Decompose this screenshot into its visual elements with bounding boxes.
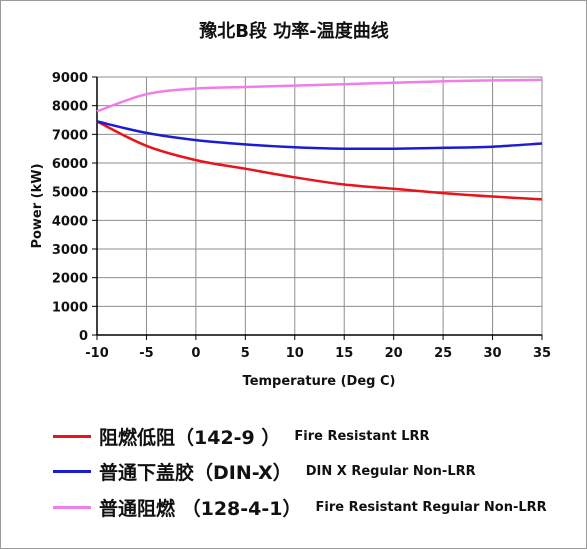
y-tick-label: 3000 bbox=[52, 243, 88, 258]
legend-item-fire-resistant-lrr: 阻燃低阻（142-9 ） Fire Resistant LRR bbox=[53, 421, 430, 451]
x-tick-label: 35 bbox=[533, 346, 551, 361]
y-tick-label: 9000 bbox=[52, 71, 88, 86]
x-tick-label: 20 bbox=[385, 346, 403, 361]
legend-swatch-red bbox=[53, 434, 91, 438]
y-tick-label: 1000 bbox=[52, 300, 88, 315]
y-tick-label: 4000 bbox=[52, 214, 88, 229]
y-axis-label: Power (kW) bbox=[30, 163, 45, 248]
series-line-0 bbox=[96, 120, 543, 201]
axes: 0 1000 2000 3000 4000 5000 6000 7000 8000 9000 -10… bbox=[52, 71, 551, 361]
legend-label-cn: 阻燃低阻（142-9 ） bbox=[99, 426, 281, 449]
legend-swatch-blue bbox=[53, 469, 91, 473]
x-tick-label: -10 bbox=[85, 346, 109, 361]
series-line-1 bbox=[96, 120, 543, 151]
legend-item-fire-resistant-regular: 普通阻燃 （128-4-1） Fire Resistant Regular No… bbox=[53, 492, 547, 522]
x-tick-label: 25 bbox=[434, 346, 452, 361]
chart-title: 豫北B段 功率-温度曲线 bbox=[199, 20, 388, 42]
y-tick-label: 5000 bbox=[52, 186, 88, 201]
grid bbox=[97, 76, 543, 335]
y-tick-label: 7000 bbox=[52, 128, 88, 143]
x-tick-label: 10 bbox=[286, 346, 304, 361]
x-tick-label: 15 bbox=[335, 346, 353, 361]
legend-label-en: DIN X Regular Non-LRR bbox=[305, 463, 476, 479]
y-tick-label: 6000 bbox=[52, 157, 88, 172]
legend-label-cn: 普通阻燃 （128-4-1） bbox=[99, 497, 302, 520]
x-tick-label: 30 bbox=[484, 346, 502, 361]
legend-label-cn: 普通下盖胶（DIN-X） bbox=[99, 461, 292, 484]
y-tick-label: 2000 bbox=[52, 272, 88, 287]
series-lines bbox=[96, 78, 543, 201]
legend-label-en: Fire Resistant LRR bbox=[294, 428, 430, 444]
legend-label-en: Fire Resistant Regular Non-LRR bbox=[315, 499, 547, 515]
legend-swatch-pink bbox=[53, 505, 91, 509]
x-tick-label: -5 bbox=[139, 346, 153, 361]
series-line-2 bbox=[96, 78, 543, 113]
x-tick-label: 0 bbox=[191, 346, 200, 361]
x-axis-label: Temperature (Deg C) bbox=[243, 374, 396, 389]
y-tick-label: 8000 bbox=[52, 100, 88, 115]
x-tick-label: 5 bbox=[241, 346, 250, 361]
legend-item-din-x: 普通下盖胶（DIN-X） DIN X Regular Non-LRR bbox=[53, 456, 476, 486]
y-tick-label: 0 bbox=[79, 329, 88, 344]
